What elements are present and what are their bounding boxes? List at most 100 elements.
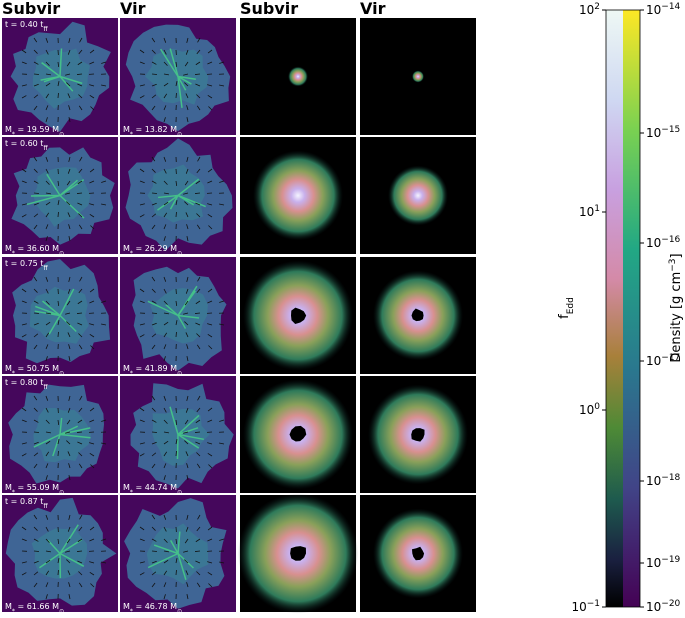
velocity-arrow <box>45 61 50 66</box>
filament <box>177 433 204 441</box>
label-sup: −3 <box>668 258 678 271</box>
mass-sub: * <box>12 489 15 496</box>
velocity-arrow <box>33 571 39 576</box>
velocity-arrow <box>66 82 71 87</box>
velocity-arrow <box>139 203 145 206</box>
filament <box>33 433 61 448</box>
velocity-arrow <box>186 463 189 469</box>
velocity-arrow <box>185 451 189 457</box>
filament <box>147 300 179 317</box>
filament <box>59 194 85 219</box>
velocity-arrow <box>184 82 189 87</box>
velocity-arrow <box>77 61 83 66</box>
filament <box>43 75 61 83</box>
filament <box>177 433 200 449</box>
velocity-arrow <box>66 419 71 425</box>
velocity-arrow <box>45 82 51 87</box>
filament <box>59 75 83 85</box>
velocity-arrow <box>151 463 156 469</box>
velocity-arrow <box>163 475 166 481</box>
velocity-arrow <box>151 452 157 457</box>
velocity-arrow <box>139 334 145 338</box>
velocity-arrow <box>186 105 189 111</box>
shadow <box>290 546 306 561</box>
filament <box>177 531 181 554</box>
velocity-arrow <box>78 526 83 532</box>
label: Density [g cm <box>669 272 684 363</box>
filament <box>177 414 200 436</box>
velocity-arrow <box>45 117 48 123</box>
velocity-arrow <box>139 453 145 457</box>
mass-unit: M <box>168 483 178 492</box>
tick-label: 10−1 <box>571 599 600 614</box>
velocity-arrow <box>89 84 95 87</box>
panel <box>2 257 118 374</box>
filament <box>177 76 183 108</box>
velocity-arrow <box>208 106 213 111</box>
tick-label: 10−19 <box>646 555 681 570</box>
velocity-arrow <box>89 213 95 218</box>
velocity-arrow <box>79 276 83 282</box>
velocity-arrow <box>101 419 107 422</box>
velocity-arrow <box>151 322 157 326</box>
velocity-arrow <box>66 321 71 326</box>
velocity-arrow <box>163 93 168 99</box>
velocity-arrow <box>33 180 39 184</box>
velocity-arrow <box>57 61 60 68</box>
mass-prefix: M <box>5 244 12 253</box>
filament <box>177 178 200 197</box>
velocity-arrow <box>68 344 71 350</box>
velocity-arrow <box>89 180 95 184</box>
filament <box>177 315 187 329</box>
shadow <box>411 428 425 442</box>
mass-label: M* = 41.89 M⊙ <box>123 364 182 377</box>
velocity-arrow <box>68 117 71 123</box>
velocity-arrow <box>77 202 83 206</box>
panel <box>120 376 236 493</box>
mass-unit-sub: ⊙ <box>177 489 182 496</box>
filament <box>169 539 179 554</box>
velocity-arrow <box>163 117 166 123</box>
velocity-arrow <box>45 538 50 543</box>
time-value: 0.60 <box>20 139 38 148</box>
mass-eq: = <box>133 364 145 373</box>
velocity-arrow <box>45 332 50 338</box>
velocity-arrow <box>45 559 51 564</box>
velocity-arrow <box>219 323 225 326</box>
mass-value: 36.60 <box>27 244 50 253</box>
velocity-arrow <box>195 322 201 326</box>
mass-sub: * <box>12 131 15 138</box>
velocity-arrow <box>33 441 39 445</box>
time-label: t = 0.60 tff <box>5 139 48 152</box>
velocity-arrow <box>89 300 95 304</box>
mass-prefix: M <box>5 364 12 373</box>
velocity-arrow <box>89 442 95 445</box>
column-header: Subvir <box>240 0 298 18</box>
tick-label: 10−20 <box>646 599 681 614</box>
velocity-arrow <box>33 276 38 282</box>
velocity-arrow <box>45 49 49 55</box>
velocity-arrow <box>185 93 189 99</box>
velocity-arrow <box>139 526 145 531</box>
velocity-arrow <box>139 95 145 99</box>
velocity-arrow <box>68 236 71 242</box>
velocity-arrow <box>139 168 145 173</box>
velocity-arrow <box>45 300 50 305</box>
velocity-arrow <box>66 61 71 67</box>
velocity-arrow <box>45 550 51 553</box>
label: f <box>557 314 572 319</box>
mass-sub: * <box>130 489 133 496</box>
panel <box>120 495 236 612</box>
velocity-arrow <box>207 538 213 542</box>
velocity-arrow <box>163 440 169 445</box>
mass-eq: = <box>15 125 27 134</box>
mass-eq: = <box>133 602 145 611</box>
velocity-arrow <box>207 323 213 326</box>
velocity-arrow <box>163 192 169 195</box>
tick-exp: −18 <box>661 473 680 483</box>
velocity-arrow <box>45 594 48 600</box>
velocity-arrow <box>197 395 201 401</box>
velocity-arrow <box>139 323 145 326</box>
velocity-arrow <box>163 168 167 174</box>
velocity-arrow <box>76 431 83 433</box>
